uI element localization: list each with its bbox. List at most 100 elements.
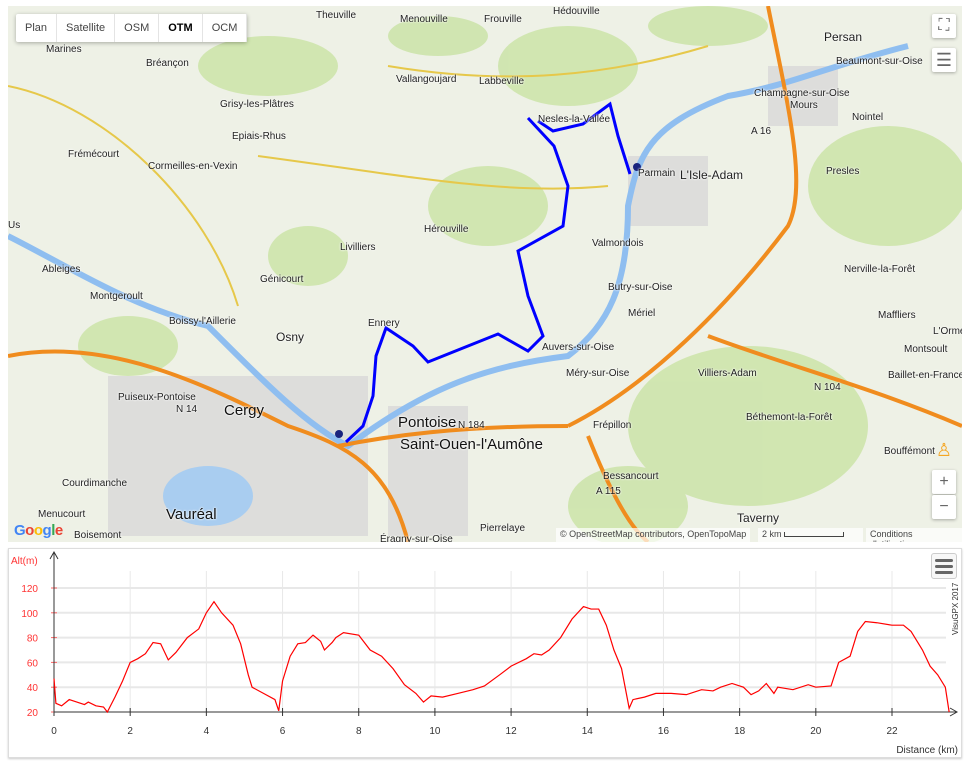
town-label: Frouville (484, 14, 522, 25)
town-label: Us (8, 220, 21, 231)
town-label: Vauréal (166, 506, 217, 523)
town-label: Baillet-en-France (888, 370, 962, 381)
town-label: Epiais-Rhus (232, 131, 286, 142)
map-tiles[interactable] (8, 6, 962, 542)
zoom-out-button[interactable]: − (932, 495, 956, 519)
town-label: N 14 (176, 404, 198, 415)
elevation-line (53, 600, 950, 714)
elevation-chart: 20 40 60 80 100 120 0 2 4 6 8 10 12 14 16 18 20 22 Alt(m) D… (8, 548, 962, 758)
town-label: Saint-Ouen-l'Aumône (400, 436, 543, 453)
town-label: Génicourt (260, 274, 304, 285)
tab-otm[interactable]: OTM (159, 14, 203, 42)
pegman-icon[interactable]: ♙ (935, 440, 953, 460)
tab-ocm[interactable]: OCM (203, 14, 248, 42)
town-label: Boissy-l'Aillerie (169, 316, 236, 327)
fullscreen-icon[interactable]: ⛶ (932, 14, 956, 38)
town-label: Méry-sur-Oise (566, 368, 630, 379)
town-label: Theuville (316, 10, 357, 21)
town-label: Nointel (852, 112, 884, 123)
town-label: Beaumont-sur-Oise (836, 56, 923, 67)
town-label: A 115 (596, 486, 621, 497)
town-label: Ableiges (42, 264, 81, 275)
x-axis-label: Distance (km) (896, 745, 958, 756)
town-label: Éragny-sur-Oise (380, 534, 453, 542)
town-label: Nesles-la-Vallée (538, 114, 611, 125)
x-tick-label: 14 (582, 726, 594, 737)
town-label: Mours (790, 100, 818, 111)
town-label: Frémécourt (68, 149, 120, 160)
town-label: Persan (824, 30, 863, 44)
tab-osm[interactable]: OSM (115, 14, 160, 42)
town-label: Montsoult (904, 344, 948, 355)
chart-credit: VisuGPX 2017 (951, 582, 960, 635)
x-tick-label: 22 (886, 726, 898, 737)
town-label: Cergy (224, 402, 265, 419)
x-tick-label: 12 (506, 726, 518, 737)
x-tick-label: 20 (810, 726, 822, 737)
y-tick-label: 100 (21, 609, 38, 620)
town-label: Grisy-les-Plâtres (220, 99, 294, 110)
town-label: Puiseux-Pontoise (118, 392, 196, 403)
x-tick-label: 10 (429, 726, 441, 737)
y-tick-label: 120 (21, 584, 38, 595)
y-axis-arrow (49, 550, 59, 560)
town-label: L'Orme (933, 326, 962, 337)
google-logo[interactable]: Google (14, 522, 63, 539)
town-label: Pierrelaye (480, 523, 526, 534)
town-label: Menouville (400, 14, 448, 25)
y-tick-label: 40 (27, 683, 39, 694)
zoom-in-button[interactable]: + (932, 470, 956, 494)
town-label: Montgeroult (90, 291, 143, 302)
town-label: Livilliers (340, 242, 376, 253)
town-label: Butry-sur-Oise (608, 282, 673, 293)
menu-icon[interactable]: ☰ (932, 48, 956, 72)
y-axis-label: Alt(m) (11, 556, 38, 567)
map-view[interactable]: Plan Satellite OSM OTM OCM Theuville Meno… (8, 6, 962, 542)
town-label: Bouffémont (884, 446, 935, 457)
x-tick-label: 2 (127, 726, 133, 737)
chart-menu-button[interactable] (931, 553, 957, 579)
town-label: L'Isle-Adam (680, 168, 743, 182)
town-label: Marines (46, 44, 82, 55)
town-label: N 104 (814, 382, 841, 393)
town-label: Hédouville (553, 6, 600, 17)
y-tick-label: 60 (27, 658, 39, 669)
town-label: Courdimanche (62, 478, 128, 489)
scale-label: 2 km (762, 529, 782, 539)
x-tick-label: 4 (204, 726, 210, 737)
town-label: N 184 (458, 420, 485, 431)
town-label: Osny (276, 330, 305, 344)
town-label: Valmondois (592, 238, 644, 249)
town-label: Taverny (737, 511, 780, 525)
town-label: Béthemont-la-Forêt (746, 412, 833, 423)
y-tick-label: 80 (27, 634, 39, 645)
town-label: Cormeilles-en-Vexin (148, 161, 238, 172)
map-type-tabs: Plan Satellite OSM OTM OCM (16, 14, 248, 42)
tab-satellite[interactable]: Satellite (57, 14, 116, 42)
terms-link[interactable]: Conditions d'utilisation (866, 528, 962, 542)
town-label: Mériel (628, 308, 656, 319)
town-label: Parmain (638, 168, 676, 179)
town-label: Labbeville (479, 76, 525, 87)
town-label: Villiers-Adam (698, 368, 757, 379)
town-label: Pontoise (398, 414, 457, 431)
x-axis-arrow (949, 707, 959, 717)
tab-plan[interactable]: Plan (16, 14, 58, 42)
town-label: Hérouville (424, 224, 469, 235)
x-tick-label: 18 (734, 726, 746, 737)
x-tick-label: 6 (280, 726, 286, 737)
x-tick-label: 0 (51, 726, 57, 737)
town-label: Boisemont (74, 530, 122, 541)
town-label: Ennery (368, 318, 400, 329)
town-label: Bréançon (146, 58, 189, 69)
town-label: Auvers-sur-Oise (542, 342, 615, 353)
scale-bar: 2 km (758, 528, 863, 542)
town-label: Champagne-sur-Oise (754, 88, 850, 99)
town-label: Vallangoujard (396, 74, 457, 85)
map-attribution[interactable]: © OpenStreetMap contributors, OpenTopoMa… (556, 528, 751, 542)
x-tick-label: 16 (658, 726, 670, 737)
town-label: Frépillon (593, 420, 632, 431)
town-label: Presles (826, 166, 860, 177)
y-tick-label: 20 (27, 708, 39, 719)
